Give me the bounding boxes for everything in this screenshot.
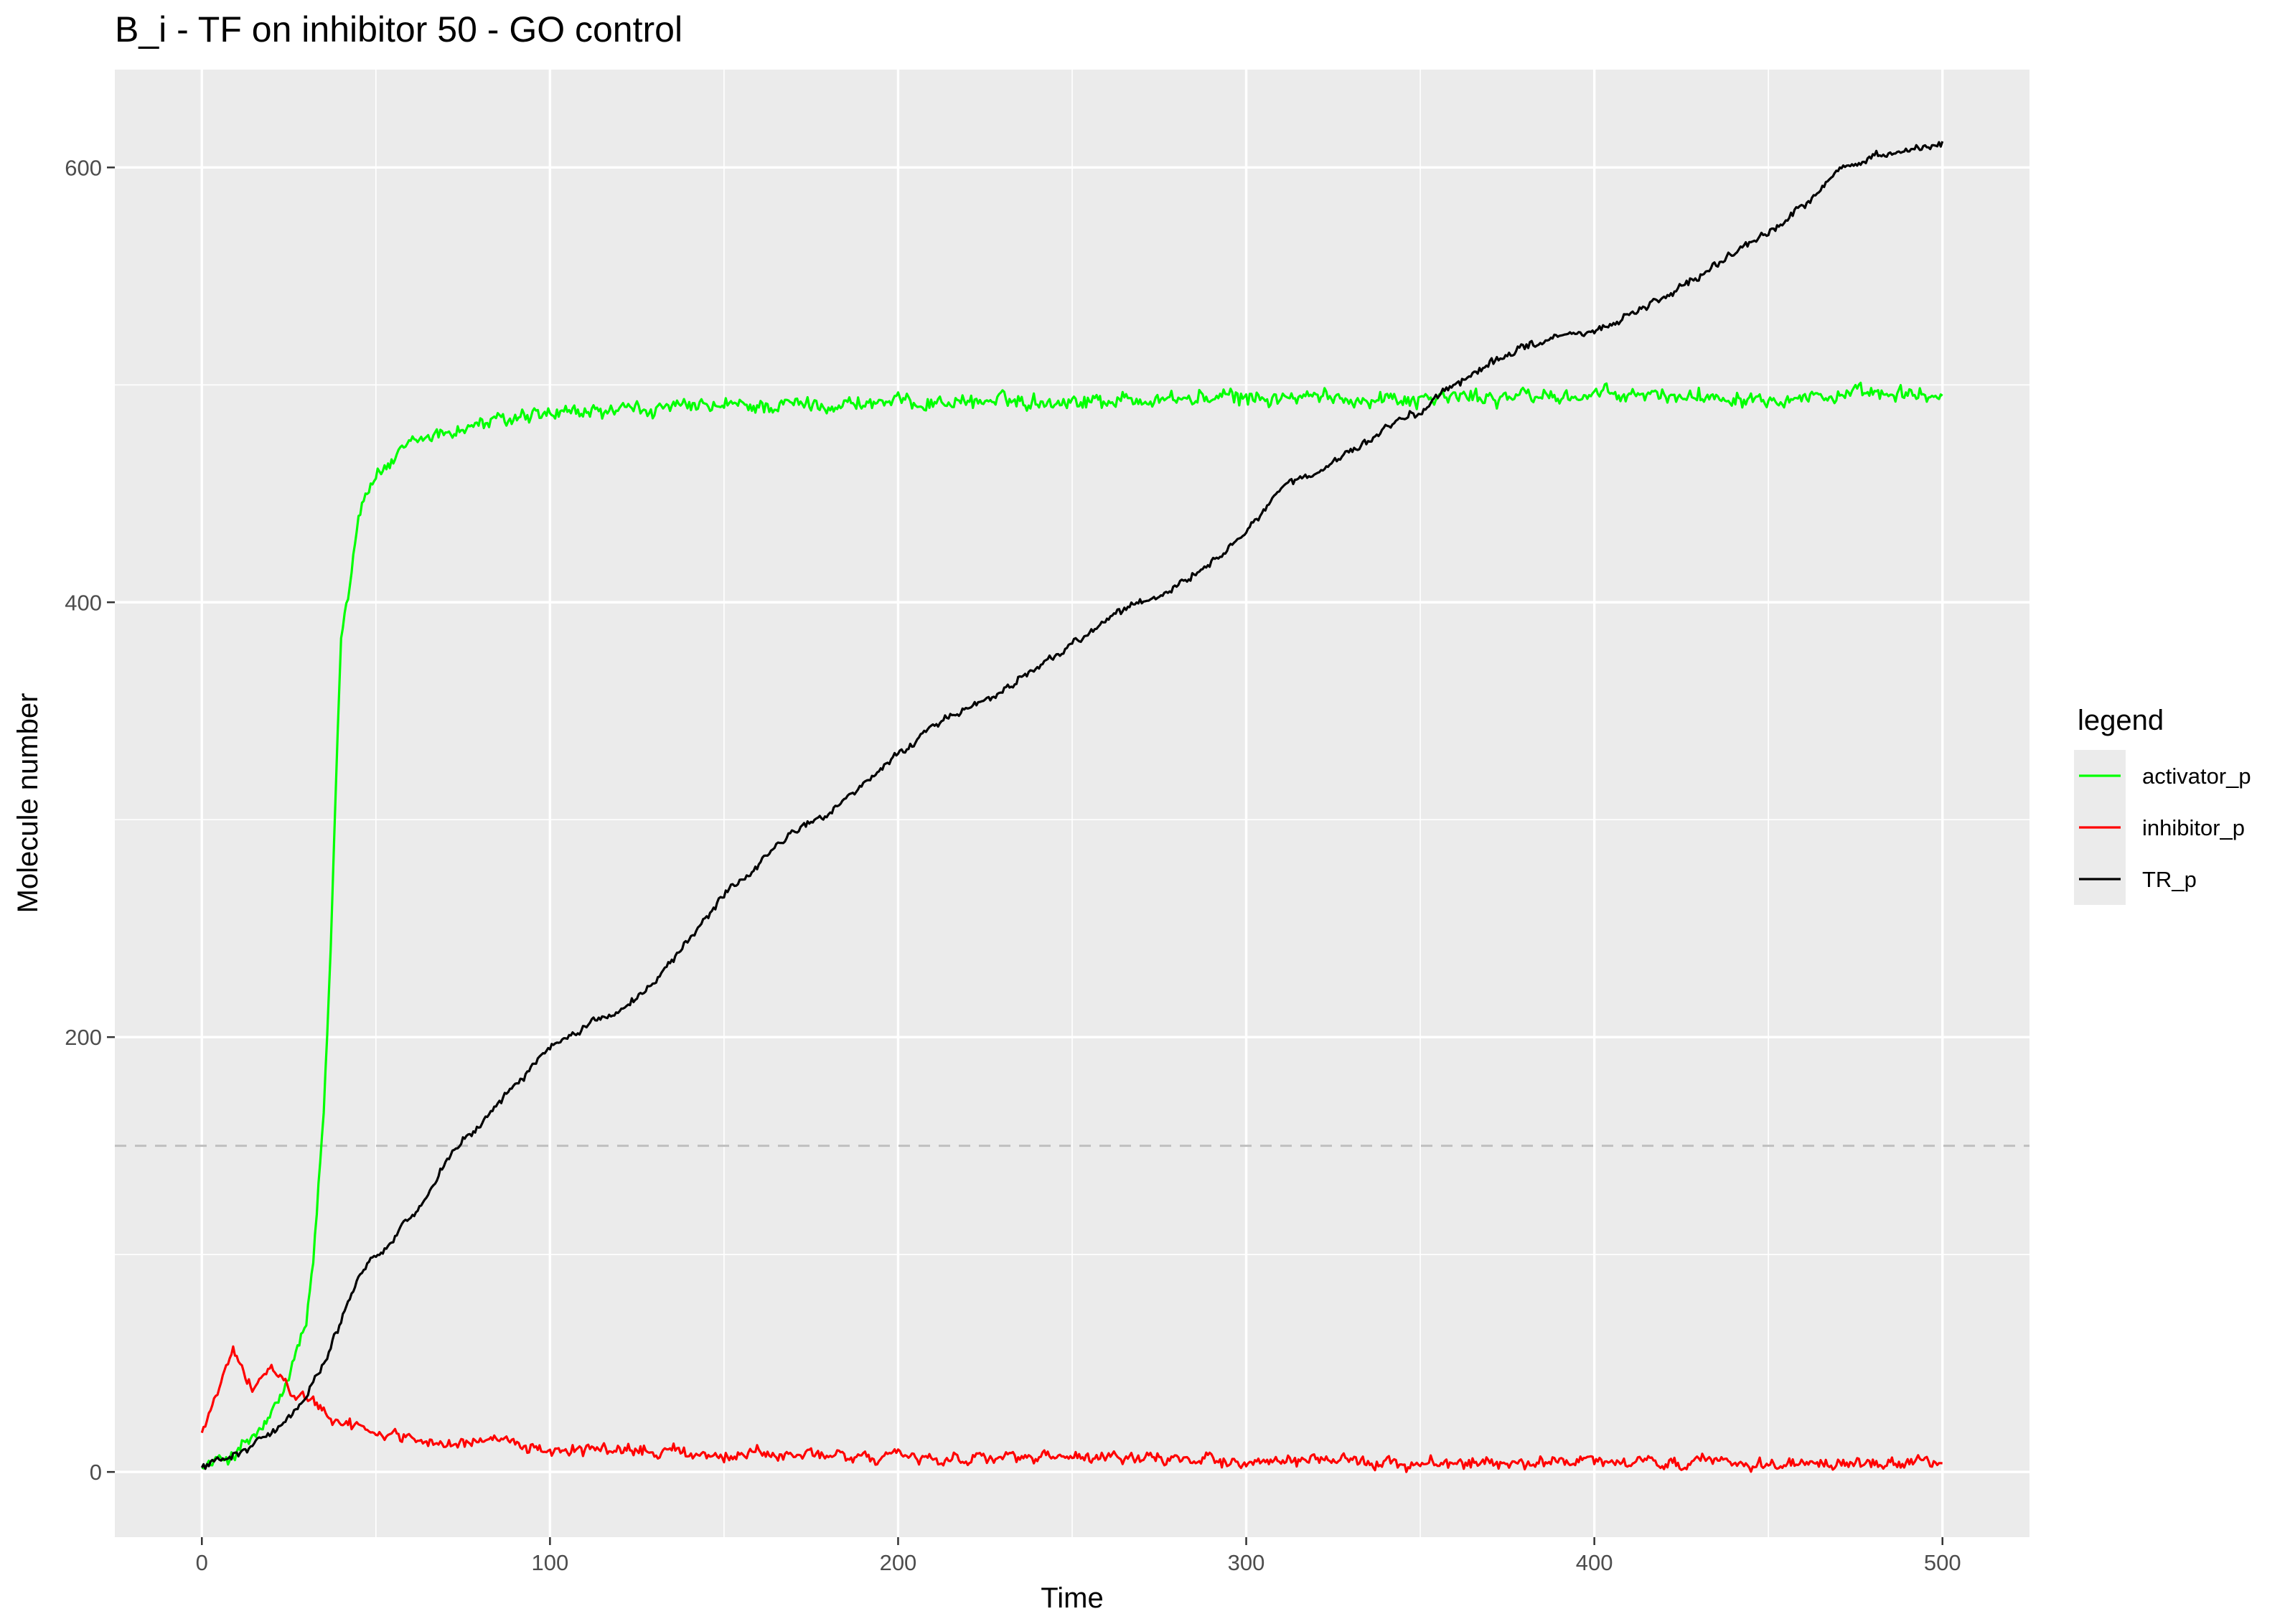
series-layer bbox=[200, 141, 1944, 1473]
x-tick-label: 100 bbox=[531, 1550, 568, 1575]
legend-title: legend bbox=[2078, 705, 2164, 736]
y-tick-label: 600 bbox=[65, 155, 102, 180]
y-tick-label: 400 bbox=[65, 590, 102, 615]
x-axis-title: Time bbox=[1041, 1582, 1103, 1614]
y-axis: 0 200 400 600 bbox=[65, 155, 115, 1485]
y-tick-label: 0 bbox=[90, 1460, 102, 1485]
minor-gridlines bbox=[115, 70, 2029, 1537]
major-gridlines bbox=[115, 70, 2029, 1537]
x-tick-label: 200 bbox=[880, 1550, 917, 1575]
x-axis: 0 100 200 300 400 500 bbox=[196, 1537, 1961, 1575]
x-tick-label: 300 bbox=[1228, 1550, 1265, 1575]
series-line-activator_p bbox=[201, 381, 1943, 1470]
y-tick-label: 200 bbox=[65, 1025, 102, 1050]
legend-label: activator_p bbox=[2142, 764, 2251, 789]
legend: legend activator_p inhibitor_p TR_p bbox=[2074, 705, 2251, 905]
series-line-inhibitor_p bbox=[200, 1345, 1943, 1473]
series-line-TR_p bbox=[200, 141, 1944, 1470]
legend-label: TR_p bbox=[2142, 867, 2197, 892]
chart-title: B_i - TF on inhibitor 50 - GO control bbox=[115, 9, 682, 50]
x-tick-label: 0 bbox=[196, 1550, 208, 1575]
x-tick-label: 500 bbox=[1924, 1550, 1961, 1575]
y-axis-title: Molecule number bbox=[12, 693, 44, 914]
x-tick-label: 400 bbox=[1576, 1550, 1613, 1575]
legend-label: inhibitor_p bbox=[2142, 815, 2245, 840]
